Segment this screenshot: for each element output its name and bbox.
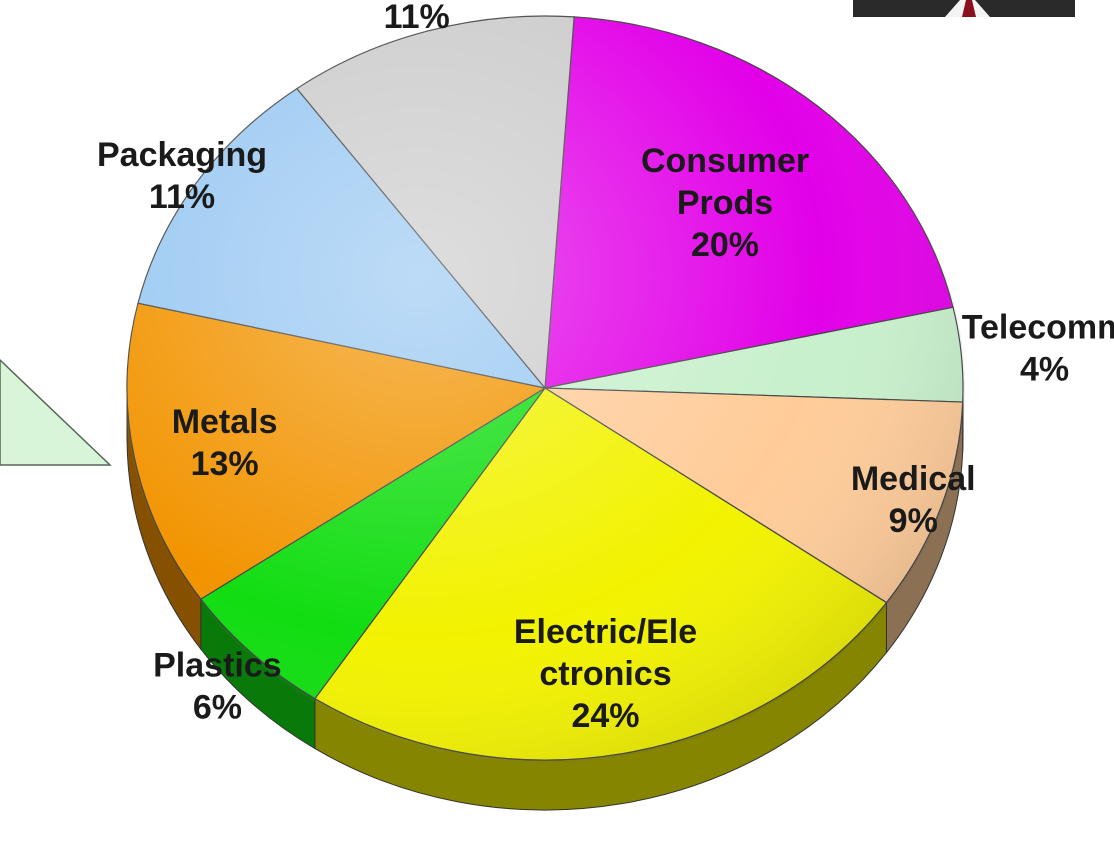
slice-name-text: Telecomm (962, 309, 1114, 347)
slice-percent-text: 20% (691, 226, 759, 264)
slice-percent-text: 11% (149, 178, 215, 216)
callout-arrow (0, 360, 110, 465)
slice-name-text: Electric/Ele (514, 613, 697, 651)
slice-label-auto: Auto11% (378, 0, 455, 36)
slice-name-text: Metals (172, 403, 278, 441)
slice-percent-text: 11% (384, 0, 450, 36)
slice-name-text: Prods (677, 184, 773, 222)
slice-name-text: Packaging (97, 136, 267, 174)
slice-percent-text: 9% (889, 502, 938, 540)
slice-label-telecomm: Telecomm 4% (962, 309, 1114, 389)
slice-percent-text: 4% (1020, 351, 1069, 389)
slice-percent-text: 6% (193, 689, 242, 727)
slice-percent-text: 24% (571, 697, 639, 735)
slice-percent-text: 13% (191, 445, 259, 483)
slice-name-text: Consumer (641, 142, 809, 180)
slice-name-text: ctronics (539, 655, 671, 693)
slice-name-text: Plastics (153, 647, 282, 685)
slice-name-text: Medical (851, 460, 976, 498)
